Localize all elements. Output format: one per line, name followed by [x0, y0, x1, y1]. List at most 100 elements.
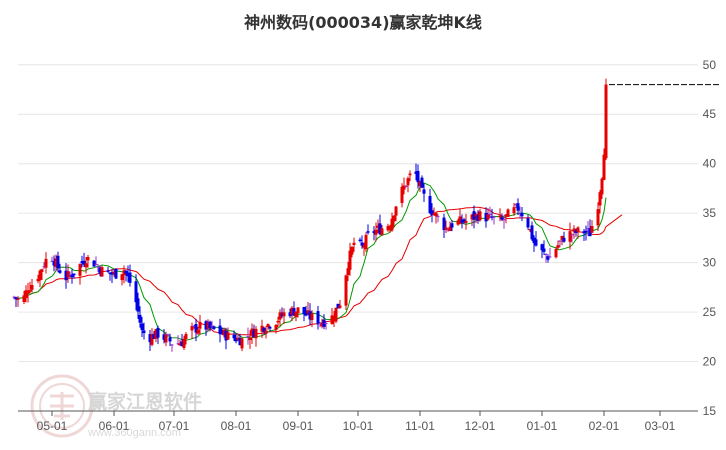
candle-down — [404, 185, 408, 188]
candle-body — [206, 322, 210, 329]
candle-down — [56, 251, 60, 273]
candle-down — [548, 247, 552, 258]
x-tick-label: 08-01 — [221, 419, 252, 433]
candle-up — [266, 323, 270, 331]
candle-down — [292, 301, 296, 317]
candle-up — [112, 269, 116, 277]
candle-body — [582, 231, 586, 234]
candle-down — [378, 214, 382, 236]
candle-body — [204, 321, 208, 330]
candle-down — [268, 325, 272, 332]
candle-body — [362, 245, 366, 248]
candle-body — [512, 207, 516, 214]
candle-body — [210, 325, 214, 327]
candle-body — [400, 186, 404, 203]
candle-body — [572, 228, 576, 232]
y-tick-label: 50 — [703, 58, 717, 72]
candle-up — [178, 339, 182, 346]
candle-down — [542, 240, 546, 255]
candle-up — [388, 224, 392, 233]
candle-up — [432, 207, 436, 216]
candle-up — [176, 335, 180, 346]
candle-body — [330, 315, 334, 324]
candle-body — [100, 267, 104, 277]
candle-up — [66, 264, 70, 284]
candle-down — [316, 306, 320, 330]
candle-down — [140, 316, 144, 338]
candle-body — [166, 334, 170, 336]
candle-down — [414, 163, 418, 181]
candle-up — [78, 263, 82, 285]
candle-body — [456, 220, 460, 225]
candle-body — [344, 275, 348, 306]
candle-body — [304, 312, 308, 316]
candle-down — [430, 203, 434, 223]
candle-body — [120, 274, 124, 281]
candle-body — [148, 334, 152, 343]
candle-body — [274, 324, 278, 330]
candle-body — [516, 203, 520, 211]
candle-body — [488, 213, 492, 215]
candle-up — [502, 215, 506, 229]
candle-up — [400, 183, 404, 208]
candle-up — [374, 222, 378, 242]
candle-up — [198, 314, 202, 335]
candle-body — [416, 170, 420, 183]
candle-body — [364, 235, 368, 250]
y-tick-label: 35 — [703, 206, 717, 220]
ma-long-path — [13, 206, 623, 336]
candle-body — [288, 312, 292, 317]
candle-body — [506, 209, 510, 217]
candle-up — [26, 282, 30, 303]
candle-body — [390, 218, 394, 231]
candle-down — [152, 331, 156, 340]
candle-body — [294, 311, 298, 318]
candle-down — [114, 268, 118, 280]
candle-up — [30, 279, 34, 293]
candle-body — [24, 290, 28, 299]
candle-up — [276, 316, 280, 328]
candle-down — [94, 256, 98, 266]
candle-up — [444, 220, 448, 234]
candle-up — [274, 324, 278, 334]
candle-body — [380, 228, 384, 235]
candle-down — [204, 320, 208, 336]
candle-body — [492, 216, 496, 218]
candle-body — [164, 334, 168, 343]
candle-body — [498, 215, 502, 218]
candle-body — [532, 237, 536, 244]
candle-up — [572, 225, 576, 239]
candle-up — [250, 323, 254, 344]
candle-up — [362, 242, 366, 256]
candle-body — [92, 260, 96, 267]
candle-body — [266, 324, 270, 328]
candle-body — [212, 326, 216, 329]
candle-up — [576, 226, 580, 239]
candle-up — [306, 302, 310, 316]
candle-up — [338, 299, 342, 309]
candle-body — [338, 305, 342, 308]
candle-up — [474, 212, 478, 224]
candle-down — [70, 269, 74, 284]
x-tick-label: 09-01 — [283, 419, 314, 433]
x-tick-label: 10-01 — [343, 419, 374, 433]
candle-body — [322, 319, 326, 327]
candle-body — [124, 270, 128, 274]
candle-body — [352, 242, 356, 245]
candle-down — [442, 213, 446, 239]
candle-body — [392, 215, 396, 222]
candle-body — [96, 266, 100, 268]
candle-down — [148, 329, 152, 351]
candle-body — [484, 212, 488, 222]
candle-up — [44, 252, 48, 274]
candle-body — [52, 261, 56, 266]
candle-body — [348, 250, 352, 270]
y-tick-label: 15 — [703, 404, 717, 418]
candle-up — [260, 319, 264, 338]
candle-body — [98, 267, 102, 274]
candle-up — [348, 242, 352, 276]
candle-body — [168, 337, 172, 342]
candle-down — [58, 263, 62, 275]
candle-up — [240, 337, 244, 352]
candle-body — [418, 181, 422, 187]
